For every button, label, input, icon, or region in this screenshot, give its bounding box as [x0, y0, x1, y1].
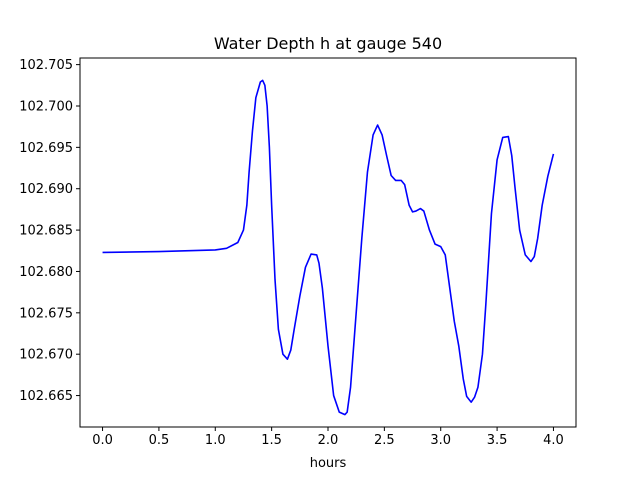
x-tick-label: 1.5 [261, 433, 282, 448]
chart-title: Water Depth h at gauge 540 [214, 34, 442, 53]
y-tick-label: 102.685 [19, 224, 73, 239]
plot-frame [79, 57, 577, 428]
y-tick-label: 102.695 [19, 141, 73, 156]
series-line-0 [102, 79, 555, 416]
y-tick-label: 102.705 [19, 58, 73, 73]
x-tick-label: 3.5 [487, 433, 508, 448]
x-tick-label: 2.5 [374, 433, 395, 448]
y-tick-label: 102.700 [19, 99, 73, 114]
x-axis-label: hours [310, 456, 347, 471]
plot-area: 0.0 0.5 1.0 1.5 2.0 2.5 3.0 3.5 4.0 102.665 102.67… [19, 57, 577, 448]
y-tick-label: 102.670 [19, 348, 73, 363]
x-tick-label: 2.0 [318, 433, 339, 448]
y-tick-label: 102.675 [19, 306, 73, 321]
x-tick-label: 0.5 [149, 433, 170, 448]
x-tick-label: 4.0 [543, 433, 564, 448]
x-tick-label: 1.0 [205, 433, 226, 448]
y-tick-label: 102.690 [19, 182, 73, 197]
x-tick-label: 0.0 [92, 433, 113, 448]
y-tick-label: 102.665 [19, 389, 73, 404]
x-tick-label: 3.0 [430, 433, 451, 448]
y-tick-label: 102.680 [19, 265, 73, 280]
